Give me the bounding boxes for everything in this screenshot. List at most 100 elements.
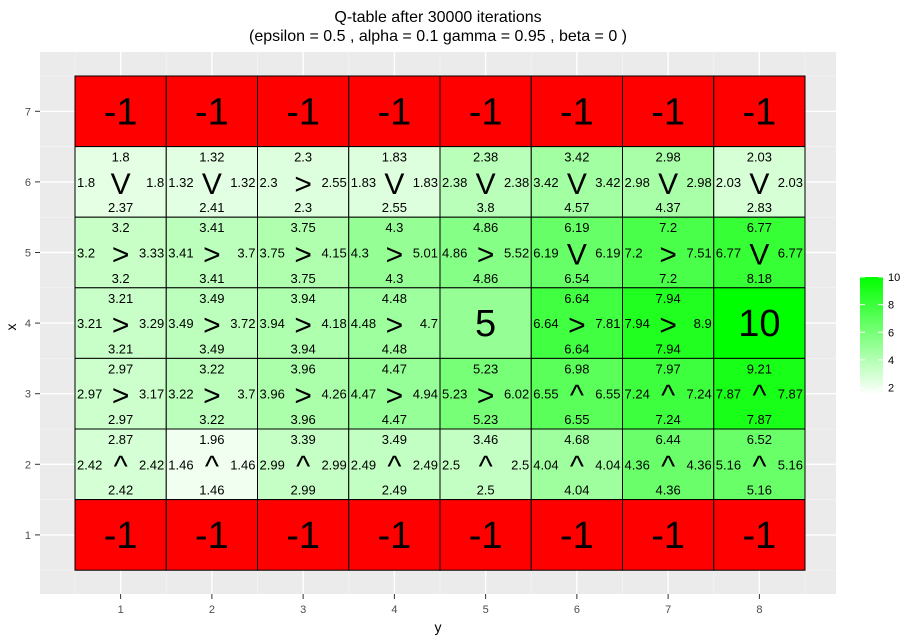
q-value-up: 3.22 xyxy=(199,361,224,376)
policy-arrow: > xyxy=(294,309,312,342)
chart-title: Q-table after 30000 iterations xyxy=(334,9,541,26)
policy-arrow: > xyxy=(659,239,677,272)
q-value-right: 7.81 xyxy=(595,316,620,331)
y-tick-label: 3 xyxy=(25,389,31,401)
cell-value-label: -1 xyxy=(560,91,594,133)
q-value-left: 4.36 xyxy=(625,457,650,472)
q-value-right: 3.7 xyxy=(237,387,255,402)
cell-value-label: -1 xyxy=(104,515,138,557)
q-value-right: 6.02 xyxy=(504,387,529,402)
q-value-up: 6.77 xyxy=(747,220,772,235)
q-value-left: 3.22 xyxy=(168,387,193,402)
q-value-up: 3.94 xyxy=(290,291,315,306)
chart-subtitle: (epsilon = 0.5 , alpha = 0.1 gamma = 0.9… xyxy=(249,28,627,45)
q-value-right: 3.29 xyxy=(139,316,164,331)
q-value-left: 3.42 xyxy=(533,175,558,190)
q-value-down: 4.3 xyxy=(385,271,403,286)
q-value-right: 2.38 xyxy=(504,175,529,190)
q-value-right: 6.19 xyxy=(595,246,620,261)
q-value-up: 3.49 xyxy=(382,432,407,447)
q-value-left: 2.38 xyxy=(442,175,467,190)
q-value-right: 4.36 xyxy=(686,457,711,472)
q-value-up: 4.47 xyxy=(382,361,407,376)
q-value-down: 3.94 xyxy=(290,341,315,356)
cell-value-label: -1 xyxy=(560,515,594,557)
q-value-down: 2.5 xyxy=(477,483,495,498)
heatmap-cells: -1 -1 -1 -1 -1 -1 -1 -1 1.8 2.37 1.8 1.8 V 1.32 2.41 1.… xyxy=(75,76,805,570)
x-tick-label: 8 xyxy=(756,604,762,616)
q-value-left: 1.46 xyxy=(168,457,193,472)
q-value-up: 2.38 xyxy=(473,150,498,165)
q-value-left: 2.97 xyxy=(77,387,102,402)
policy-arrow: > xyxy=(112,239,130,272)
cell-value-label: -1 xyxy=(195,91,229,133)
y-axis-ticks: 1 2 3 4 5 6 7 xyxy=(25,106,40,542)
q-value-down: 7.2 xyxy=(659,271,677,286)
q-value-right: 5.16 xyxy=(778,457,803,472)
q-value-right: 4.7 xyxy=(420,316,438,331)
q-value-right: 6.77 xyxy=(778,246,803,261)
q-value-up: 4.48 xyxy=(382,291,407,306)
q-value-down: 2.3 xyxy=(294,200,312,215)
q-value-up: 2.03 xyxy=(747,150,772,165)
q-value-up: 3.2 xyxy=(112,220,130,235)
q-value-down: 3.96 xyxy=(290,412,315,427)
q-value-up: 1.96 xyxy=(199,432,224,447)
policy-arrow: > xyxy=(294,380,312,413)
q-value-left: 6.64 xyxy=(533,316,558,331)
q-value-left: 4.3 xyxy=(351,246,369,261)
q-value-down: 7.87 xyxy=(747,412,772,427)
q-value-up: 3.41 xyxy=(199,220,224,235)
q-value-up: 1.8 xyxy=(112,150,130,165)
q-value-down: 2.97 xyxy=(108,412,133,427)
q-value-down: 1.46 xyxy=(199,483,224,498)
q-value-up: 2.3 xyxy=(294,150,312,165)
q-value-right: 1.8 xyxy=(146,175,164,190)
q-value-up: 6.52 xyxy=(747,432,772,447)
policy-arrow: V xyxy=(476,168,496,201)
policy-arrow: ^ xyxy=(570,380,584,413)
x-tick-label: 6 xyxy=(574,604,580,616)
q-value-right: 3.33 xyxy=(139,246,164,261)
q-value-up: 6.44 xyxy=(655,432,680,447)
q-value-down: 3.41 xyxy=(199,271,224,286)
policy-arrow: V xyxy=(658,168,678,201)
q-value-down: 8.18 xyxy=(747,271,772,286)
q-value-left: 2.49 xyxy=(351,457,376,472)
q-value-up: 3.21 xyxy=(108,291,133,306)
y-tick-label: 5 xyxy=(25,248,31,260)
cell-value-label: -1 xyxy=(377,91,411,133)
q-value-right: 7.87 xyxy=(778,387,803,402)
q-value-left: 1.8 xyxy=(77,175,95,190)
q-value-up: 3.75 xyxy=(290,220,315,235)
x-tick-label: 5 xyxy=(483,604,489,616)
policy-arrow: > xyxy=(203,309,221,342)
cell-value-label: -1 xyxy=(286,91,320,133)
policy-arrow: > xyxy=(112,380,130,413)
cell-value-label: -1 xyxy=(742,91,776,133)
policy-arrow: > xyxy=(477,239,495,272)
q-value-left: 5.16 xyxy=(716,457,741,472)
q-value-down: 4.47 xyxy=(382,412,407,427)
x-axis-ticks: 12345678 xyxy=(118,594,763,616)
q-value-left: 7.87 xyxy=(716,387,741,402)
policy-arrow: > xyxy=(294,239,312,272)
q-value-right: 3.42 xyxy=(595,175,620,190)
q-value-right: 4.18 xyxy=(321,316,346,331)
q-value-left: 6.55 xyxy=(533,387,558,402)
q-value-down: 4.37 xyxy=(655,200,680,215)
cell-value-label: -1 xyxy=(377,515,411,557)
q-value-down: 2.49 xyxy=(382,483,407,498)
policy-arrow: V xyxy=(749,239,769,272)
policy-arrow: > xyxy=(203,380,221,413)
q-value-right: 3.7 xyxy=(237,246,255,261)
policy-arrow: ^ xyxy=(661,450,675,483)
q-value-down: 4.57 xyxy=(564,200,589,215)
q-value-down: 6.55 xyxy=(564,412,589,427)
policy-arrow: ^ xyxy=(387,450,401,483)
q-value-up: 7.94 xyxy=(655,291,680,306)
policy-arrow: > xyxy=(568,309,586,342)
q-value-left: 4.47 xyxy=(351,387,376,402)
policy-arrow: V xyxy=(749,168,769,201)
cell-value-label: -1 xyxy=(651,515,685,557)
